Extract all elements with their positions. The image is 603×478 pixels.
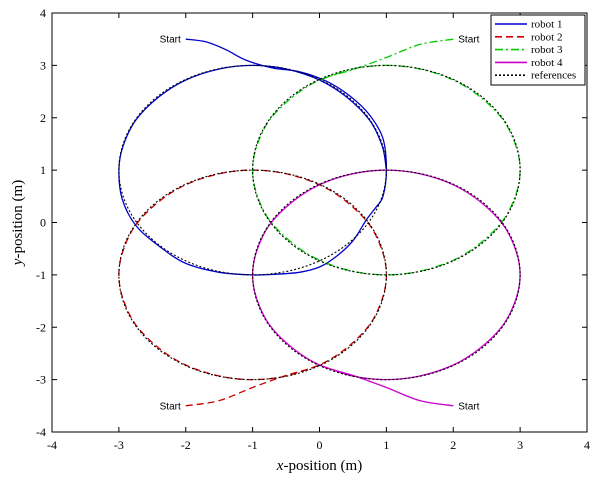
legend-label: robot 2	[531, 31, 562, 43]
y-tick-label: 1	[40, 163, 46, 177]
x-tick-label: 1	[383, 438, 389, 452]
start-label-robot-2: Start	[160, 401, 181, 412]
legend-label: robot 1	[531, 19, 562, 31]
y-axis-label-rest: -position (m)	[10, 180, 26, 259]
x-axis-label-var: x	[276, 458, 284, 474]
x-axis-label-rest: -position (m)	[283, 458, 362, 474]
y-tick-label: -4	[36, 425, 46, 439]
y-tick-label: -2	[36, 320, 46, 334]
plot-area: Start Start Start Start	[118, 35, 521, 412]
reference-circle-4	[252, 169, 521, 381]
start-label-robot-1: Start	[160, 35, 181, 46]
start-label-robot-3: Start	[458, 35, 479, 46]
y-tick-label: 2	[40, 111, 46, 125]
x-tick-label: 4	[584, 438, 590, 452]
start-label-robot-4: Start	[458, 401, 479, 412]
series-line-robot-3	[251, 38, 521, 276]
y-tick-label: 0	[40, 216, 46, 230]
x-axis-label: x-position (m)	[276, 458, 362, 474]
legend-label: robot 3	[531, 44, 563, 56]
y-axis-label-var: y	[10, 258, 26, 267]
x-tick-label: -1	[248, 438, 258, 452]
y-axis-label: y-position (m)	[10, 180, 26, 267]
y-tick-label: 3	[40, 58, 46, 72]
x-tick-label: -4	[47, 438, 57, 452]
y-tick-label: 4	[40, 6, 46, 20]
x-tick-label: -3	[114, 438, 124, 452]
reference-circle-2	[118, 169, 387, 381]
x-tick-label: 0	[317, 438, 323, 452]
legend-label: references	[531, 70, 576, 82]
x-tick-label: 2	[450, 438, 456, 452]
series-line-robot-4	[251, 169, 521, 407]
y-tick-label: -3	[36, 373, 46, 387]
axis-ticks: -4 -3 -2 -1 0 1 2 3 4 -4 -3 -2 -1 0 1 2 3 4	[36, 6, 590, 452]
x-tick-label: 3	[517, 438, 523, 452]
reference-circle-1	[118, 64, 387, 276]
x-tick-label: -2	[181, 438, 191, 452]
reference-circle-3	[252, 64, 521, 276]
legend-label: robot 4	[531, 57, 563, 69]
y-tick-label: -1	[36, 268, 46, 282]
